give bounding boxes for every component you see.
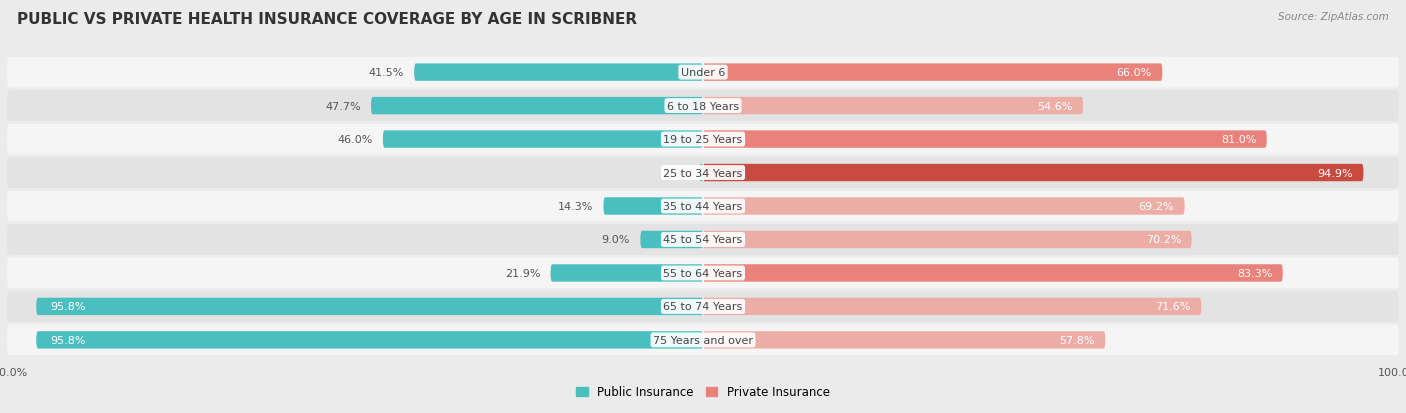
FancyBboxPatch shape [703, 331, 1105, 349]
FancyBboxPatch shape [703, 265, 1282, 282]
FancyBboxPatch shape [7, 191, 1399, 222]
Text: 21.9%: 21.9% [505, 268, 540, 278]
FancyBboxPatch shape [7, 325, 1399, 356]
Text: 66.0%: 66.0% [1116, 68, 1152, 78]
Text: 65 to 74 Years: 65 to 74 Years [664, 301, 742, 312]
Text: 14.3%: 14.3% [558, 202, 593, 211]
FancyBboxPatch shape [7, 158, 1399, 188]
FancyBboxPatch shape [7, 258, 1399, 289]
Text: 75 Years and over: 75 Years and over [652, 335, 754, 345]
FancyBboxPatch shape [703, 298, 1201, 316]
Text: 71.6%: 71.6% [1156, 301, 1191, 312]
Text: 55 to 64 Years: 55 to 64 Years [664, 268, 742, 278]
FancyBboxPatch shape [703, 231, 1191, 249]
Text: 54.6%: 54.6% [1038, 101, 1073, 112]
Text: 25 to 34 Years: 25 to 34 Years [664, 168, 742, 178]
Text: 0.0%: 0.0% [664, 168, 693, 178]
FancyBboxPatch shape [603, 198, 703, 215]
Text: 41.5%: 41.5% [368, 68, 404, 78]
Text: 35 to 44 Years: 35 to 44 Years [664, 202, 742, 211]
FancyBboxPatch shape [7, 291, 1399, 322]
Text: PUBLIC VS PRIVATE HEALTH INSURANCE COVERAGE BY AGE IN SCRIBNER: PUBLIC VS PRIVATE HEALTH INSURANCE COVER… [17, 12, 637, 27]
Text: 81.0%: 81.0% [1220, 135, 1257, 145]
FancyBboxPatch shape [7, 225, 1399, 255]
Text: 19 to 25 Years: 19 to 25 Years [664, 135, 742, 145]
FancyBboxPatch shape [700, 164, 703, 182]
Text: 46.0%: 46.0% [337, 135, 373, 145]
Text: 69.2%: 69.2% [1139, 202, 1174, 211]
Text: 57.8%: 57.8% [1059, 335, 1095, 345]
Text: Under 6: Under 6 [681, 68, 725, 78]
Text: 6 to 18 Years: 6 to 18 Years [666, 101, 740, 112]
Legend: Public Insurance, Private Insurance: Public Insurance, Private Insurance [576, 385, 830, 399]
FancyBboxPatch shape [703, 131, 1267, 148]
Text: 95.8%: 95.8% [51, 301, 86, 312]
Text: 45 to 54 Years: 45 to 54 Years [664, 235, 742, 245]
Text: 47.7%: 47.7% [325, 101, 360, 112]
FancyBboxPatch shape [7, 57, 1399, 88]
FancyBboxPatch shape [703, 198, 1185, 215]
Text: 9.0%: 9.0% [602, 235, 630, 245]
FancyBboxPatch shape [703, 164, 1364, 182]
FancyBboxPatch shape [7, 91, 1399, 122]
Text: 95.8%: 95.8% [51, 335, 86, 345]
Text: 70.2%: 70.2% [1146, 235, 1181, 245]
FancyBboxPatch shape [703, 64, 1163, 82]
FancyBboxPatch shape [37, 331, 703, 349]
FancyBboxPatch shape [551, 265, 703, 282]
Text: Source: ZipAtlas.com: Source: ZipAtlas.com [1278, 12, 1389, 22]
FancyBboxPatch shape [7, 124, 1399, 155]
FancyBboxPatch shape [703, 97, 1083, 115]
Text: 83.3%: 83.3% [1237, 268, 1272, 278]
FancyBboxPatch shape [371, 97, 703, 115]
FancyBboxPatch shape [640, 231, 703, 249]
FancyBboxPatch shape [415, 64, 703, 82]
FancyBboxPatch shape [382, 131, 703, 148]
Text: 94.9%: 94.9% [1317, 168, 1353, 178]
FancyBboxPatch shape [37, 298, 703, 316]
